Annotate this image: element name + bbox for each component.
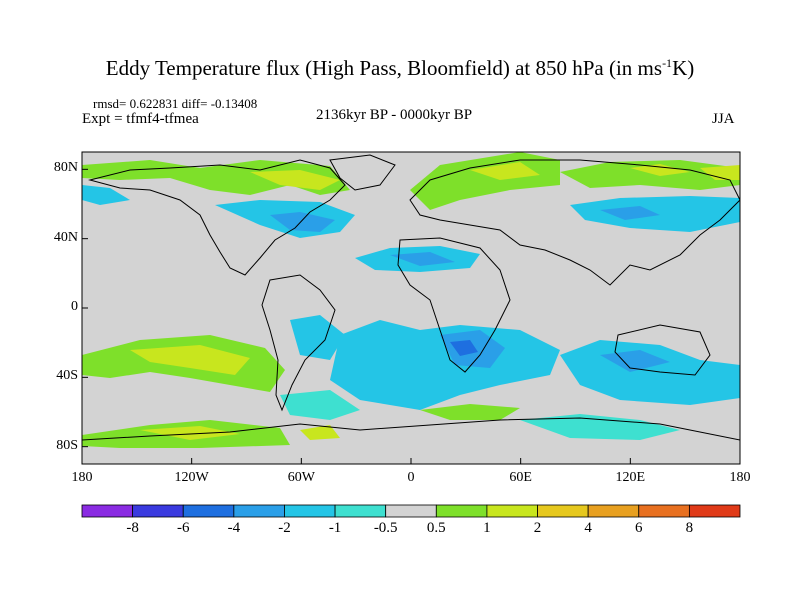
colorbar bbox=[81, 504, 741, 518]
lon-label: 180 bbox=[71, 470, 93, 485]
africa-outline bbox=[397, 237, 511, 373]
colorbar-label: -0.5 bbox=[373, 520, 398, 536]
australia-outline bbox=[614, 324, 711, 376]
plot-title: Eddy Temperature flux (High Pass, Bloomf… bbox=[0, 56, 800, 81]
season-label: JJA bbox=[712, 111, 735, 127]
colorbar-swatch bbox=[81, 504, 134, 518]
colorbar-label: 6 bbox=[635, 520, 643, 536]
colorbar-swatch bbox=[334, 504, 387, 518]
colorbar-swatch bbox=[688, 504, 741, 518]
europe-asia-outline bbox=[409, 159, 740, 286]
title-text: Eddy Temperature flux (High Pass, Bloomf… bbox=[105, 56, 663, 80]
anomaly-north-positive bbox=[82, 152, 740, 210]
stats-label: rmsd= 0.622831 diff= -0.13408 bbox=[93, 96, 258, 111]
colorbar-swatch bbox=[435, 504, 488, 518]
coastlines bbox=[82, 154, 740, 441]
colorbar-label: 1 bbox=[483, 520, 491, 536]
lat-label: 0 bbox=[71, 299, 78, 314]
colorbar-label: 0.5 bbox=[426, 520, 446, 536]
colorbar-label: 2 bbox=[533, 520, 542, 536]
lat-label: 40N bbox=[53, 229, 78, 245]
antarctica-outline bbox=[82, 417, 740, 441]
map-plot-area bbox=[82, 152, 740, 464]
lon-label: 180 bbox=[729, 470, 751, 485]
lon-label: 60W bbox=[287, 470, 315, 485]
lon-label: 120E bbox=[615, 470, 646, 485]
title-tail: K) bbox=[672, 56, 695, 80]
anomaly-north-negative bbox=[82, 185, 740, 272]
colorbar-swatch bbox=[233, 504, 285, 518]
lon-label: 0 bbox=[407, 470, 415, 485]
colorbar-swatch bbox=[385, 504, 437, 518]
lat-label: 40S bbox=[56, 368, 78, 384]
colorbar-swatch bbox=[537, 504, 589, 518]
colorbar-swatch bbox=[132, 504, 184, 518]
lat-label: 80N bbox=[53, 160, 78, 176]
colorbar-label: -4 bbox=[227, 520, 241, 536]
greenland-outline bbox=[329, 154, 396, 191]
experiment-label: Expt = tfmf4-tfmea bbox=[82, 111, 199, 127]
lat-label: 80S bbox=[56, 437, 78, 453]
colorbar-label: 4 bbox=[584, 520, 592, 536]
colorbar-swatch bbox=[587, 504, 640, 518]
colorbar-label: -8 bbox=[126, 520, 139, 536]
north-america-outline bbox=[88, 159, 346, 276]
colorbar-label: -2 bbox=[278, 520, 291, 536]
colorbar-swatch bbox=[486, 504, 538, 518]
colorbar-swatch bbox=[182, 504, 235, 518]
colorbar-label: -1 bbox=[328, 520, 342, 536]
axis-ticks bbox=[81, 168, 741, 464]
lon-label: 60E bbox=[509, 470, 532, 485]
period-label: 2136kyr BP - 0000kyr BP bbox=[316, 107, 473, 123]
colorbar-label: -6 bbox=[176, 520, 190, 536]
title-superscript: -1 bbox=[662, 56, 673, 70]
south-america-outline bbox=[261, 274, 336, 412]
lon-label: 120W bbox=[174, 470, 209, 485]
colorbar-label: 8 bbox=[685, 520, 694, 536]
colorbar-swatch bbox=[638, 504, 690, 518]
colorbar-swatch bbox=[284, 504, 336, 518]
